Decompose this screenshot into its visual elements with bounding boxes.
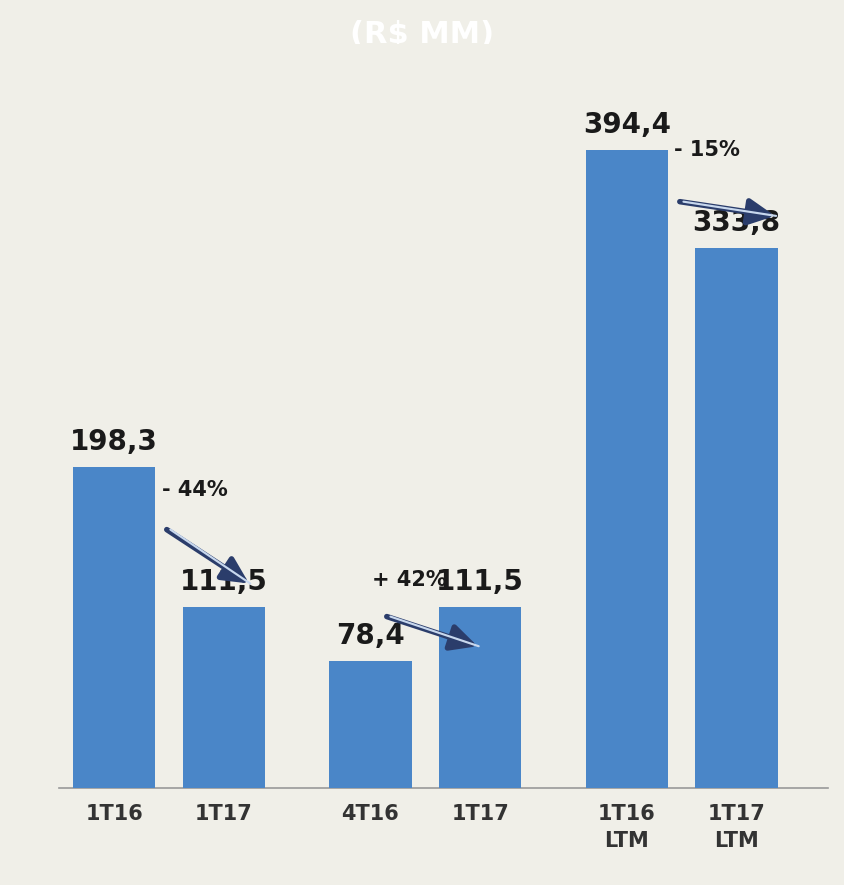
Bar [439,607,521,788]
Text: 111,5: 111,5 [180,568,268,596]
Bar [329,661,411,788]
Text: 111,5: 111,5 [436,568,523,596]
Text: 333,8: 333,8 [692,209,780,237]
Text: 78,4: 78,4 [336,621,404,650]
Bar [182,607,265,788]
Bar [73,467,155,788]
Bar [585,150,667,788]
Text: 394,4: 394,4 [582,111,670,139]
Text: - 15%: - 15% [674,140,739,160]
Text: (R$ MM): (R$ MM) [350,20,494,50]
Text: + 42%: + 42% [372,570,446,590]
Text: 198,3: 198,3 [70,427,158,456]
Text: - 44%: - 44% [161,480,227,500]
Bar [695,248,776,788]
